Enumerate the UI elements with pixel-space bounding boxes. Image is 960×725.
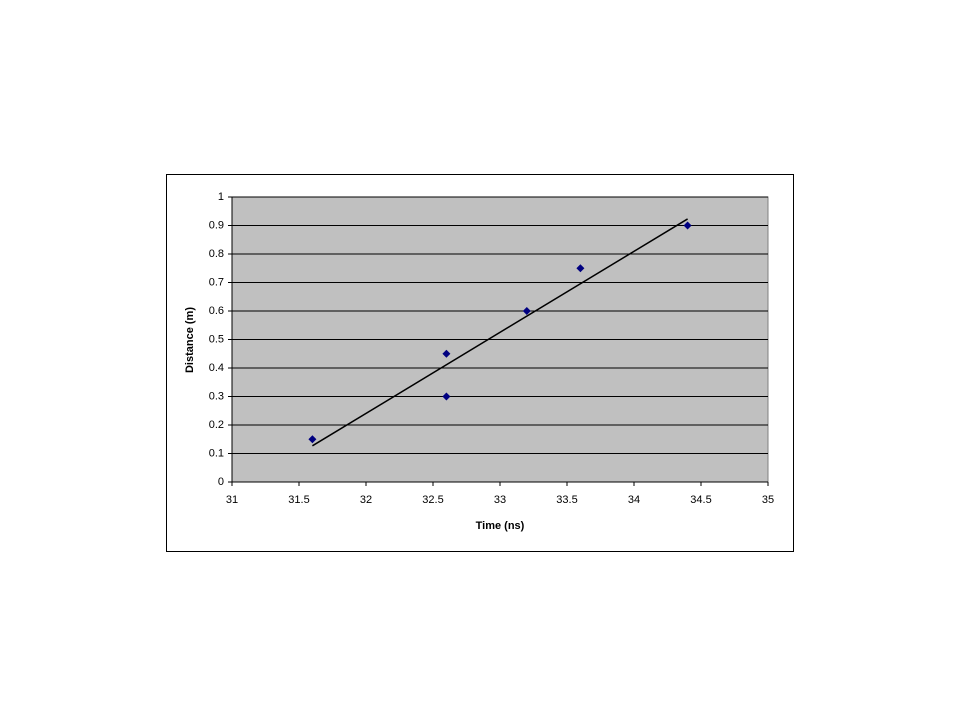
y-tick-label: 0.4 [209, 362, 224, 374]
data-point [522, 307, 531, 315]
data-point [576, 264, 585, 273]
x-tick-label: 34.5 [690, 494, 711, 506]
y-tick-label: 0.8 [209, 248, 224, 260]
y-tick-label: 0.3 [209, 390, 224, 402]
data-point [683, 221, 692, 230]
y-tick-label: 0.2 [209, 419, 224, 431]
x-tick-label: 31 [226, 494, 238, 506]
y-tick-label: 0.6 [209, 305, 224, 317]
x-tick-label: 33 [494, 494, 506, 506]
x-tick-label: 35 [762, 494, 774, 506]
x-tick-label: 32.5 [422, 494, 443, 506]
y-tick-label: 0.9 [209, 219, 224, 231]
x-tick-label: 33.5 [556, 494, 577, 506]
y-tick-label: 0 [218, 476, 224, 488]
data-point [308, 435, 317, 444]
data-point [442, 349, 451, 358]
y-tick-label: 0.5 [209, 333, 224, 345]
x-axis-title: Time (ns) [476, 520, 525, 532]
y-tick-label: 0.1 [209, 447, 224, 459]
x-tick-label: 34 [628, 494, 640, 506]
trendline [312, 218, 688, 447]
data-point [442, 392, 451, 401]
y-tick-label: 0.7 [209, 276, 224, 288]
y-axis-title: Distance (m) [184, 307, 196, 373]
x-tick-label: 32 [360, 494, 372, 506]
y-tick-label: 1 [218, 191, 224, 203]
x-tick-label: 31.5 [288, 494, 309, 506]
